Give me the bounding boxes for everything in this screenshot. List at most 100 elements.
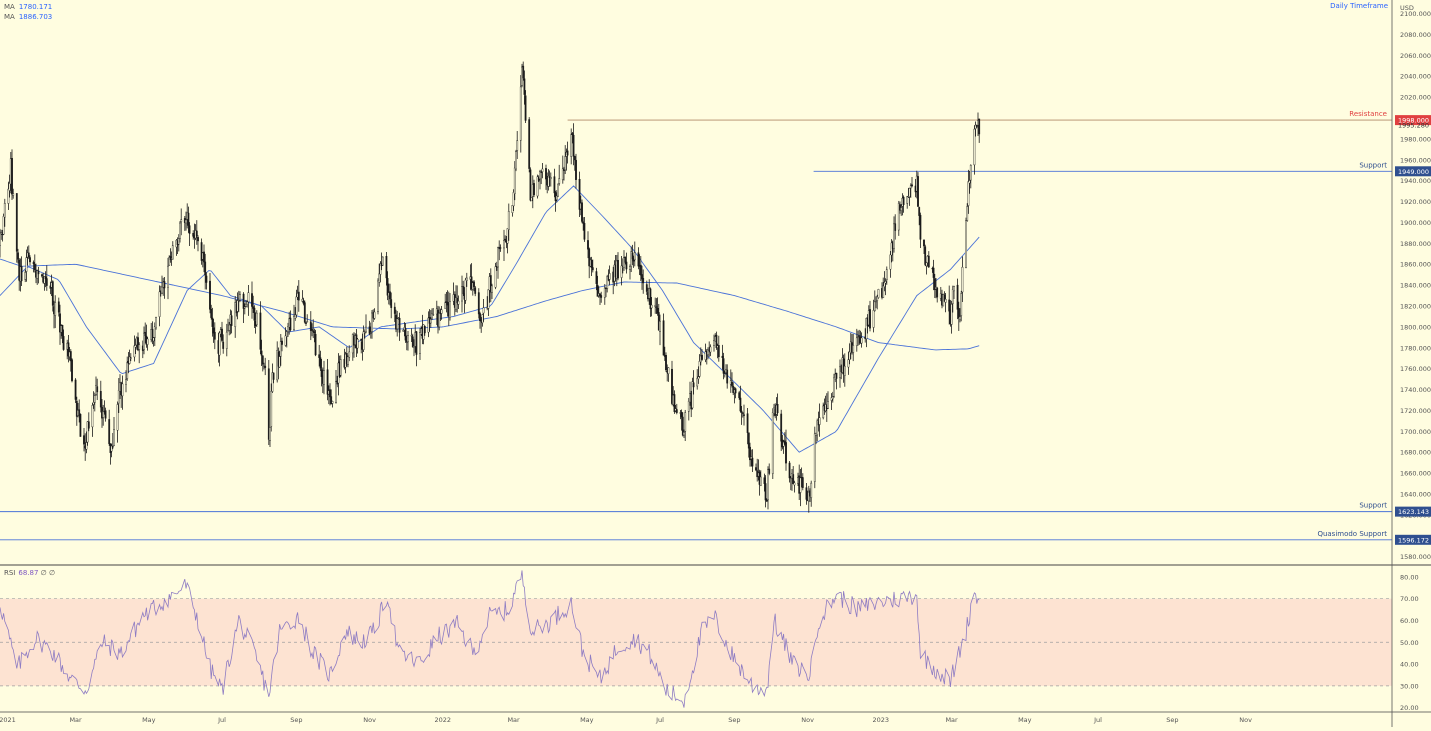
price-tick: 2100.000 [1400, 10, 1431, 18]
ma-slow-value: 1886.703 [18, 13, 53, 21]
candle-body [675, 409, 678, 413]
candle [717, 335, 720, 362]
candle-body [833, 377, 835, 397]
candle-body [326, 369, 329, 395]
candle [87, 412, 90, 432]
level-label-0: Resistance [1349, 110, 1387, 118]
candle [188, 222, 191, 247]
candle-body [163, 281, 166, 289]
candle [293, 304, 295, 331]
candle [696, 369, 699, 390]
candle [603, 284, 606, 305]
price-tick: 1900.000 [1400, 219, 1431, 227]
candle [281, 337, 283, 352]
candle-body [177, 238, 180, 245]
candle [519, 75, 522, 153]
candle [146, 337, 149, 351]
candle [973, 125, 976, 175]
candle [909, 183, 912, 198]
candle-body [855, 337, 858, 346]
candle [225, 323, 228, 357]
candle [129, 353, 132, 362]
candle-body [953, 286, 955, 292]
candle [860, 332, 863, 348]
level-tag-0-bg [1395, 115, 1431, 126]
candle [200, 238, 203, 265]
candle [707, 347, 709, 360]
candle [827, 391, 829, 410]
candle [271, 363, 274, 393]
candle-body [625, 261, 628, 270]
candle-body [843, 365, 846, 376]
candle-body [32, 262, 35, 264]
candle-body [900, 207, 903, 211]
candle [799, 468, 802, 507]
candle [213, 322, 216, 350]
candle [641, 265, 643, 290]
price-tick: 1800.000 [1400, 323, 1431, 331]
candle [272, 372, 275, 384]
candle [461, 275, 463, 313]
candle [243, 303, 246, 315]
candle-body [655, 306, 658, 308]
candle [553, 168, 556, 198]
candle-body [368, 326, 371, 334]
rsi-legend: RSI 68.87 ∅ ∅ [4, 569, 55, 577]
candle-body [807, 491, 810, 502]
candle [875, 296, 877, 309]
candle [655, 298, 658, 314]
candle [396, 310, 399, 337]
candle [51, 280, 54, 312]
candle-body [704, 351, 707, 360]
candle-body [687, 400, 690, 412]
level-tag-1-text: 1949.000 [1398, 168, 1429, 176]
candle-body [243, 306, 246, 309]
candle-body [701, 354, 703, 360]
candle-body [111, 446, 114, 448]
candle-body [793, 482, 796, 486]
candle-body [513, 167, 516, 194]
candle [180, 208, 183, 236]
candle [151, 321, 154, 345]
candle [0, 228, 1, 258]
candle-body [462, 286, 465, 295]
candle-body [7, 188, 10, 204]
candle [833, 373, 835, 398]
time-label: Nov [363, 716, 376, 724]
candle [667, 367, 670, 382]
candle [167, 257, 169, 300]
candle [465, 272, 468, 287]
candle [831, 391, 834, 403]
candle-body [253, 307, 256, 321]
candle-body [960, 293, 963, 316]
candle [780, 409, 783, 451]
candle-body [956, 284, 959, 310]
candle-body [180, 219, 183, 223]
candle-body [102, 411, 105, 418]
candle-body [978, 118, 981, 135]
candle-body [270, 390, 273, 427]
candle [138, 342, 141, 364]
candle [320, 358, 323, 387]
candle-body [932, 267, 935, 278]
candle-body [242, 293, 245, 309]
ma-slow-legend: MA 1886.703 [4, 13, 52, 21]
candle-body [933, 278, 936, 290]
candle [57, 297, 60, 317]
candle [965, 217, 967, 269]
candle [529, 167, 532, 202]
candle [625, 252, 628, 274]
candle [805, 482, 808, 505]
candle-body [110, 445, 113, 452]
candle [245, 299, 247, 308]
candle-body [320, 369, 323, 377]
candle [494, 262, 497, 290]
candle [24, 269, 27, 283]
candle [45, 265, 48, 291]
candle-body [78, 409, 81, 416]
candle [771, 408, 774, 479]
candle [27, 245, 30, 260]
candle [497, 246, 499, 279]
